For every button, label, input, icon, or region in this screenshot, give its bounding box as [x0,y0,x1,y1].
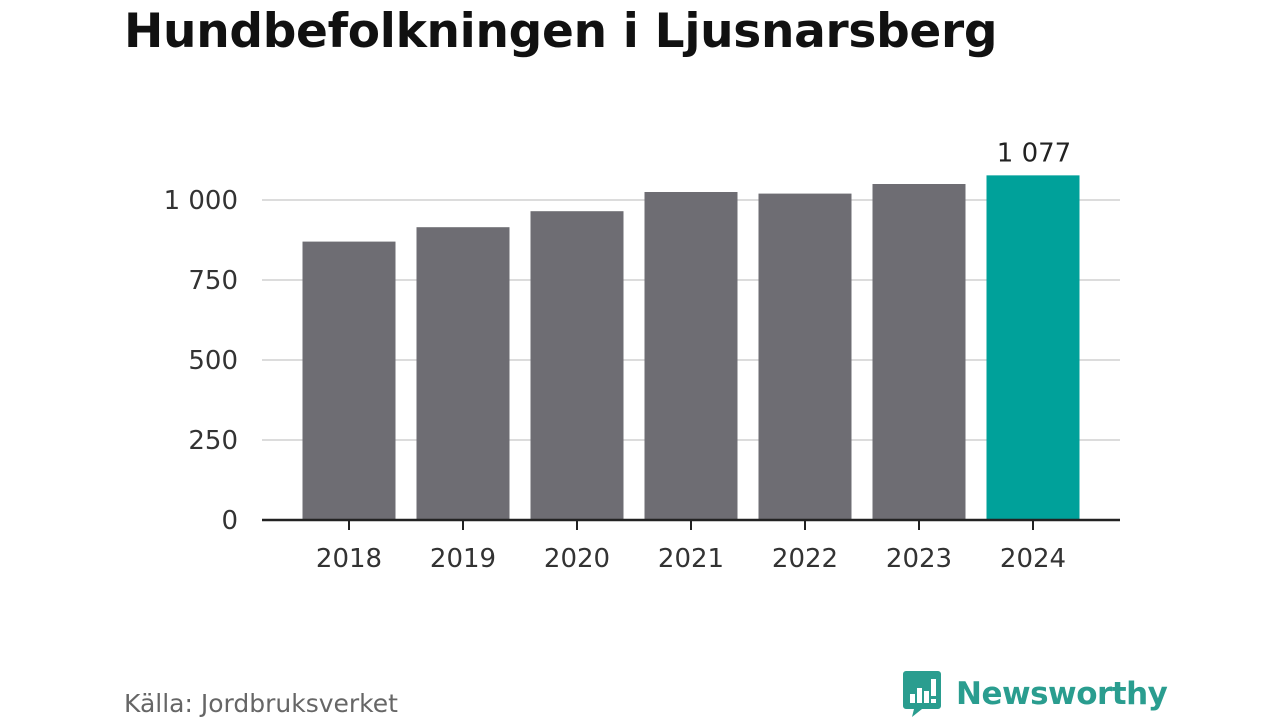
bar-2019 [416,227,510,520]
chart-title: Hundbefolkningen i Ljusnarsberg [124,4,998,59]
x-tick-label: 2019 [430,544,496,574]
bar-2023 [872,184,966,520]
x-axis [262,518,1120,530]
bar-2020 [530,211,624,520]
brand-name: Newsworthy [956,676,1168,712]
bar-2021 [644,192,738,520]
data-labels: 1 077 [997,138,1071,168]
data-label: 1 077 [997,138,1071,168]
x-tick-label: 2024 [1000,544,1066,574]
bar-2022 [758,193,852,520]
y-axis-labels: 0 250 500 750 1 000 [164,186,238,536]
bar-2018 [302,241,396,520]
x-tick-label: 2022 [772,544,838,574]
newsworthy-logo: Newsworthy [902,670,1168,718]
y-tick-label: 250 [188,426,238,456]
bar-chart-speech-bubble-icon [903,671,941,717]
x-tick-label: 2018 [316,544,382,574]
x-tick-label: 2020 [544,544,610,574]
bars [302,175,1080,521]
y-tick-label: 500 [188,346,238,376]
x-axis-labels: 2018 2019 2020 2021 2022 2023 2024 [316,544,1066,574]
y-tick-label: 0 [221,506,238,536]
x-tick-label: 2021 [658,544,724,574]
source-note: Källa: Jordbruksverket [124,689,398,718]
bar-2024 [986,175,1080,521]
x-tick-label: 2023 [886,544,952,574]
y-tick-label: 1 000 [164,186,238,216]
y-tick-label: 750 [188,266,238,296]
